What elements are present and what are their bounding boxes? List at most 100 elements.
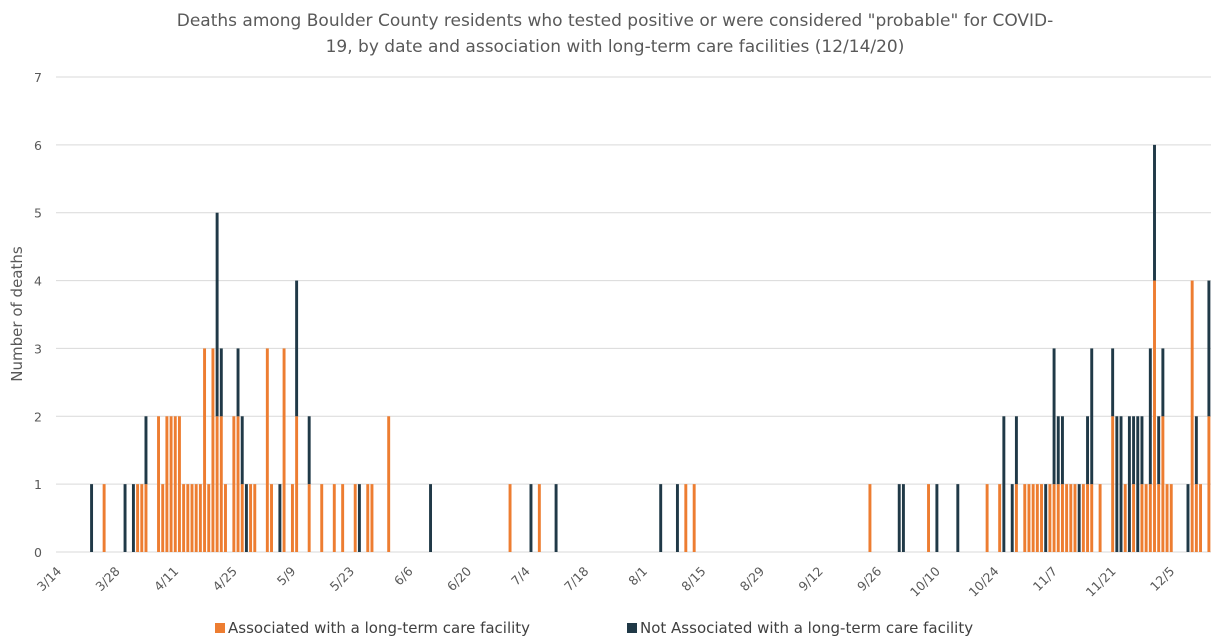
x-tick-label: 9/12	[795, 564, 825, 594]
bar-ltc	[186, 484, 190, 552]
bar-not_ltc	[1140, 416, 1144, 485]
bar-ltc	[341, 484, 345, 552]
bar-ltc	[370, 484, 374, 552]
bar-ltc	[157, 416, 160, 552]
bar-not_ltc	[1207, 280, 1211, 417]
bar-not_ltc	[90, 484, 94, 552]
x-tick-label: 10/10	[907, 563, 943, 599]
bar-ltc	[1035, 484, 1039, 552]
bar-ltc	[1090, 484, 1094, 552]
y-tick-label: 2	[34, 409, 42, 424]
bar-not_ltc	[1060, 416, 1064, 485]
y-tick-label: 3	[34, 341, 42, 356]
bar-not_ltc	[131, 484, 135, 552]
bar-ltc	[165, 416, 169, 552]
bar-ltc	[177, 416, 181, 552]
bar-not_ltc	[659, 484, 663, 552]
bar-not_ltc	[1153, 144, 1156, 281]
bar-ltc	[1027, 484, 1031, 552]
bar-ltc	[290, 484, 294, 552]
bar-ltc	[232, 416, 236, 552]
x-tick-label: 8/29	[737, 563, 767, 593]
legend-swatch	[627, 623, 637, 633]
bar-ltc	[240, 484, 244, 552]
bar-ltc	[249, 484, 253, 552]
bar-ltc	[253, 484, 257, 552]
bar-ltc	[320, 484, 324, 552]
x-tick-label: 4/11	[151, 564, 181, 594]
bar-ltc	[198, 484, 202, 552]
bar-ltc	[985, 484, 989, 552]
bar-not_ltc	[1186, 484, 1190, 552]
bar-not_ltc	[1157, 416, 1161, 485]
x-tick-label: 8/1	[625, 564, 650, 589]
bar-ltc	[1144, 484, 1148, 552]
bar-ltc	[1086, 484, 1090, 552]
bar-ltc	[1161, 416, 1165, 552]
x-tick-label: 8/15	[678, 564, 708, 594]
bar-ltc	[295, 416, 299, 552]
bar-ltc	[998, 484, 1002, 552]
bar-ltc	[1098, 484, 1102, 552]
legend-label: Associated with a long-term care facilit…	[228, 619, 530, 637]
bar-not_ltc	[307, 416, 311, 485]
bar-not_ltc	[357, 484, 361, 552]
bar-ltc	[927, 484, 930, 552]
chart-title-line2: 19, by date and association with long-te…	[326, 37, 905, 57]
bar-not_ltc	[1194, 416, 1198, 485]
bar-not_ltc	[1010, 484, 1014, 552]
bar-not_ltc	[236, 348, 240, 417]
bar-ltc	[1060, 484, 1064, 552]
bar-ltc	[1123, 484, 1127, 552]
bar-ltc	[366, 484, 370, 552]
bar-ltc	[1048, 484, 1052, 552]
bar-ltc	[161, 484, 165, 552]
bar-not_ltc	[144, 416, 148, 485]
bar-ltc	[537, 484, 541, 552]
bar-not_ltc	[240, 416, 244, 485]
bar-ltc	[1031, 484, 1035, 552]
bar-ltc	[1065, 484, 1069, 552]
bar-ltc	[353, 484, 357, 552]
bar-ltc	[173, 416, 177, 552]
bar-ltc	[140, 484, 144, 552]
bar-ltc	[265, 348, 269, 552]
bar-ltc	[236, 416, 240, 552]
bar-ltc	[224, 484, 227, 552]
y-axis-ticks: 0 1 2 3 4 5 6 7	[34, 70, 42, 560]
bar-ltc	[215, 416, 219, 552]
y-tick-label: 5	[34, 206, 42, 221]
bar-ltc	[1148, 484, 1152, 552]
bar-ltc	[1140, 484, 1144, 552]
bar-ltc	[1190, 280, 1194, 552]
bar-ltc	[182, 484, 186, 552]
bar-not_ltc	[1127, 416, 1131, 552]
bar-not_ltc	[675, 484, 679, 552]
bar-not_ltc	[1136, 416, 1140, 552]
x-tick-label: 3/28	[92, 563, 122, 593]
bar-not_ltc	[1132, 416, 1136, 485]
bar-ltc	[1165, 484, 1169, 552]
bar-ltc	[332, 484, 336, 552]
y-axis-label: Number of deaths	[8, 246, 26, 382]
bar-ltc	[169, 416, 173, 552]
bar-ltc	[1040, 484, 1043, 552]
bar-ltc	[1153, 280, 1156, 552]
bar-not_ltc	[219, 348, 223, 417]
x-axis-ticks: 3/14 3/28 4/11 4/25 5/9 5/23 6/6 6/20 7/4 7/18 8/1…	[34, 563, 1178, 599]
bar-ltc	[1073, 484, 1077, 552]
bar-ltc	[1132, 484, 1136, 552]
bar-ltc	[684, 484, 688, 552]
x-tick-label: 3/14	[34, 563, 64, 593]
bar-ltc	[1194, 484, 1198, 552]
bar-not_ltc	[278, 484, 282, 552]
x-tick-label: 7/18	[561, 563, 591, 593]
bar-not_ltc	[123, 484, 127, 552]
bar-not_ltc	[897, 484, 901, 552]
bar-not_ltc	[1044, 484, 1048, 552]
bar-not_ltc	[1148, 348, 1152, 485]
bar-ltc	[1081, 484, 1085, 552]
bar-ltc	[1207, 416, 1211, 552]
x-tick-label: 6/6	[391, 563, 416, 588]
bar-ltc	[1056, 484, 1060, 552]
